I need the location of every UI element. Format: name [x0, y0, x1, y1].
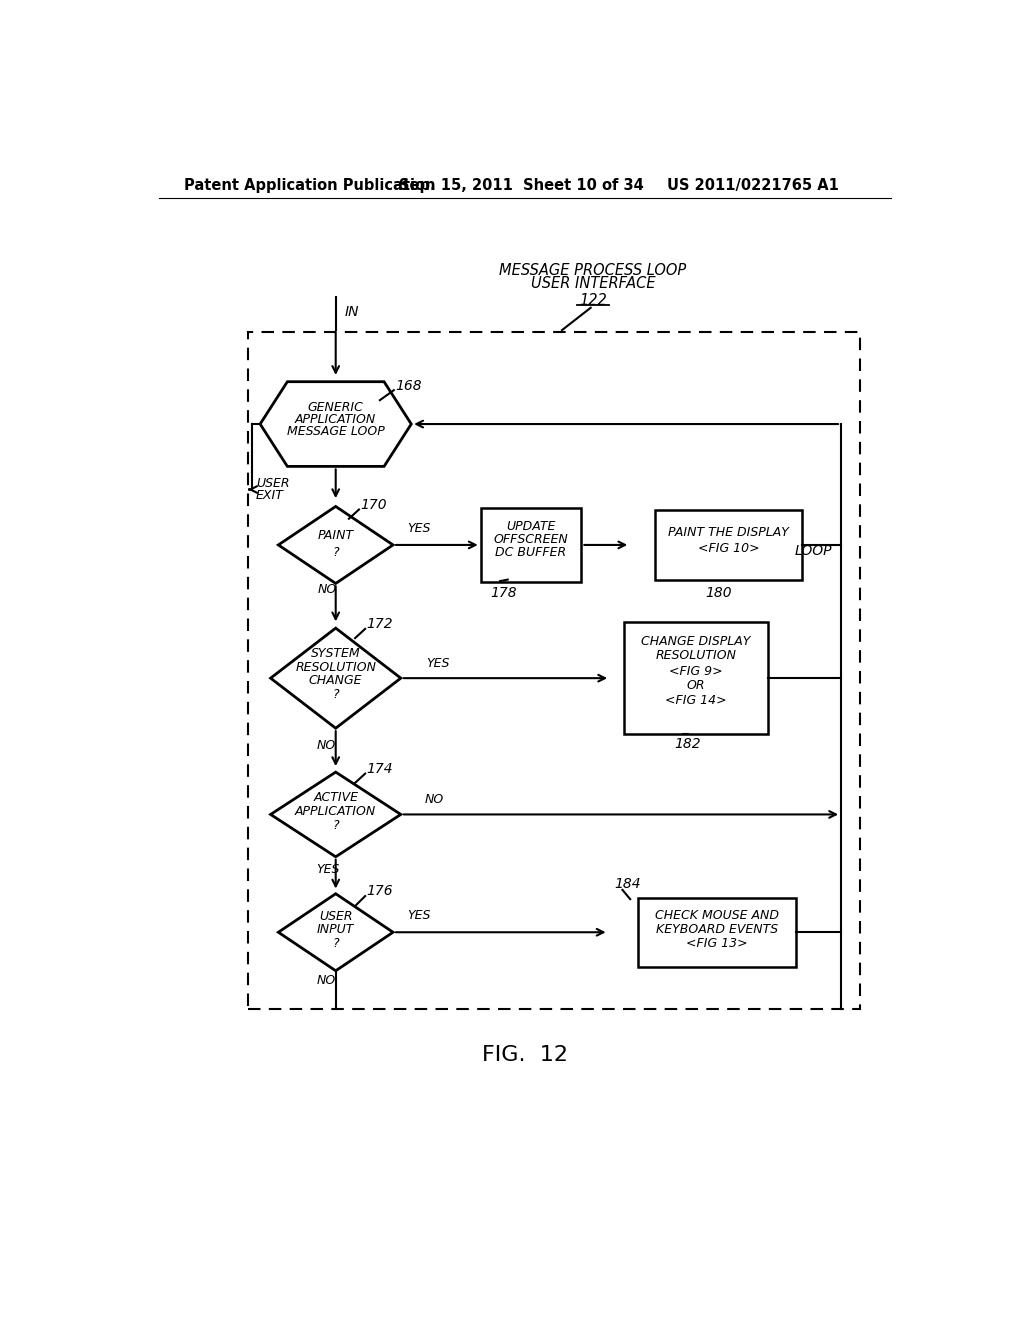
Text: RESOLUTION: RESOLUTION: [295, 661, 376, 675]
Text: 122: 122: [580, 293, 607, 308]
Text: NO: NO: [316, 739, 336, 752]
Text: MESSAGE PROCESS LOOP: MESSAGE PROCESS LOOP: [500, 263, 687, 277]
Text: FIG.  12: FIG. 12: [482, 1045, 567, 1065]
Text: APPLICATION: APPLICATION: [295, 413, 377, 426]
Text: NO: NO: [316, 974, 336, 987]
Text: MESSAGE LOOP: MESSAGE LOOP: [287, 425, 385, 438]
Text: SYSTEM: SYSTEM: [311, 647, 360, 660]
Text: OFFSCREEN: OFFSCREEN: [494, 533, 568, 546]
Text: YES: YES: [316, 863, 340, 876]
Text: Patent Application Publication: Patent Application Publication: [183, 178, 435, 193]
Text: PAINT: PAINT: [317, 529, 353, 543]
Text: NO: NO: [425, 792, 444, 805]
Text: PAINT THE DISPLAY: PAINT THE DISPLAY: [669, 527, 790, 539]
Text: ?: ?: [333, 937, 339, 950]
Text: OR: OR: [687, 680, 706, 693]
Text: 180: 180: [706, 586, 732, 599]
Text: US 2011/0221765 A1: US 2011/0221765 A1: [667, 178, 839, 193]
Text: USER: USER: [256, 477, 290, 490]
Text: EXIT: EXIT: [256, 490, 284, 502]
Polygon shape: [260, 381, 412, 466]
Text: USER INTERFACE: USER INTERFACE: [530, 276, 655, 292]
Polygon shape: [480, 508, 582, 582]
Polygon shape: [270, 772, 400, 857]
Text: 172: 172: [367, 618, 393, 631]
Text: CHANGE DISPLAY: CHANGE DISPLAY: [641, 635, 751, 648]
Text: Sep. 15, 2011  Sheet 10 of 34: Sep. 15, 2011 Sheet 10 of 34: [399, 178, 644, 193]
Text: RESOLUTION: RESOLUTION: [655, 649, 736, 663]
Text: IN: IN: [345, 305, 359, 319]
Polygon shape: [279, 894, 393, 970]
Text: DC BUFFER: DC BUFFER: [496, 546, 566, 560]
Text: <FIG 9>: <FIG 9>: [670, 665, 723, 678]
Text: LOOP: LOOP: [795, 544, 831, 558]
Text: <FIG 14>: <FIG 14>: [666, 694, 727, 708]
Polygon shape: [625, 622, 768, 734]
Text: YES: YES: [426, 657, 450, 671]
Text: ?: ?: [333, 818, 339, 832]
Text: ?: ?: [333, 546, 339, 560]
Text: 182: 182: [675, 737, 701, 751]
Text: 174: 174: [367, 762, 393, 776]
Text: INPUT: INPUT: [317, 924, 354, 936]
Polygon shape: [279, 507, 393, 583]
Polygon shape: [655, 511, 802, 579]
Text: 170: 170: [360, 498, 387, 512]
Text: GENERIC: GENERIC: [308, 400, 364, 413]
Text: KEYBOARD EVENTS: KEYBOARD EVENTS: [656, 923, 778, 936]
Text: ACTIVE: ACTIVE: [313, 791, 358, 804]
Text: <FIG 13>: <FIG 13>: [686, 936, 748, 949]
Text: NO: NO: [317, 583, 337, 597]
Polygon shape: [638, 898, 797, 966]
Text: USER: USER: [318, 911, 352, 924]
Text: <FIG 10>: <FIG 10>: [697, 543, 760, 556]
Text: YES: YES: [407, 908, 430, 921]
Text: 184: 184: [614, 876, 641, 891]
Text: 176: 176: [367, 884, 393, 899]
Text: YES: YES: [407, 521, 430, 535]
Text: ?: ?: [333, 688, 339, 701]
Bar: [248, 331, 860, 1010]
Text: 178: 178: [490, 586, 517, 601]
Text: 168: 168: [395, 379, 422, 392]
Text: UPDATE: UPDATE: [506, 520, 556, 533]
Polygon shape: [270, 628, 400, 729]
Text: CHECK MOUSE AND: CHECK MOUSE AND: [655, 908, 779, 921]
Text: CHANGE: CHANGE: [309, 675, 362, 686]
Text: APPLICATION: APPLICATION: [295, 805, 377, 818]
